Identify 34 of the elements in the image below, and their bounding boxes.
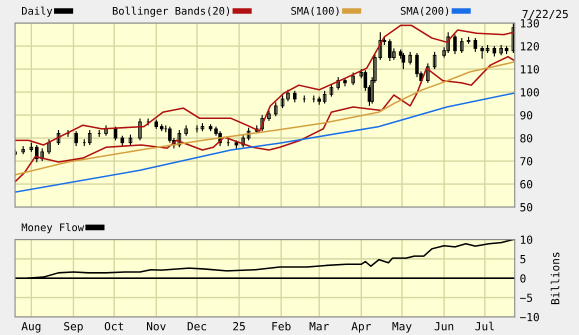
x-tick-label: Jun: [434, 322, 454, 330]
x-tick-label: Mar: [310, 322, 329, 330]
line-series: [15, 92, 514, 193]
y-tick-label: 70: [520, 157, 532, 166]
x-tick-label: Nov: [146, 322, 166, 330]
x-tick-label: 25: [233, 322, 245, 330]
legend-label: SMA(200): [400, 6, 448, 16]
y-tick-label: 10: [520, 236, 532, 244]
y-tick-label: 100: [520, 88, 539, 96]
x-tick-label: Sep: [64, 322, 83, 333]
x-tick-label: Apr: [351, 322, 371, 333]
legend-label: SMA(100): [291, 6, 339, 16]
y-tick-label: 120: [520, 42, 539, 51]
y-tick-label: −5: [520, 294, 532, 302]
y-tick-label: 130: [520, 19, 539, 28]
x-tick-label: Jul: [475, 322, 494, 330]
y-tick-label: 0: [520, 274, 526, 283]
y-tick-label: 50: [520, 203, 532, 212]
x-tick-label: May: [392, 322, 412, 333]
legend-label: Daily: [22, 6, 52, 17]
y-tick-label: 60: [520, 180, 532, 188]
y-tick-label: 110: [520, 65, 539, 74]
x-tick-label: Oct: [104, 322, 124, 330]
y-tick-label: 5: [520, 255, 526, 264]
x-tick-label: Aug: [22, 322, 40, 333]
y-tick-label: 80: [520, 134, 532, 142]
x-tick-label: Dec: [188, 322, 206, 330]
legend-label: Bollinger Bands(20): [112, 6, 230, 17]
y-tick-label: −10: [520, 312, 539, 322]
legend-label: Money Flow: [22, 223, 84, 234]
y-tick-label: 90: [520, 111, 532, 120]
y-axis-title: Billions: [550, 252, 560, 304]
x-tick-label: Feb: [272, 322, 291, 330]
text: 7/22/25: [522, 10, 568, 20]
